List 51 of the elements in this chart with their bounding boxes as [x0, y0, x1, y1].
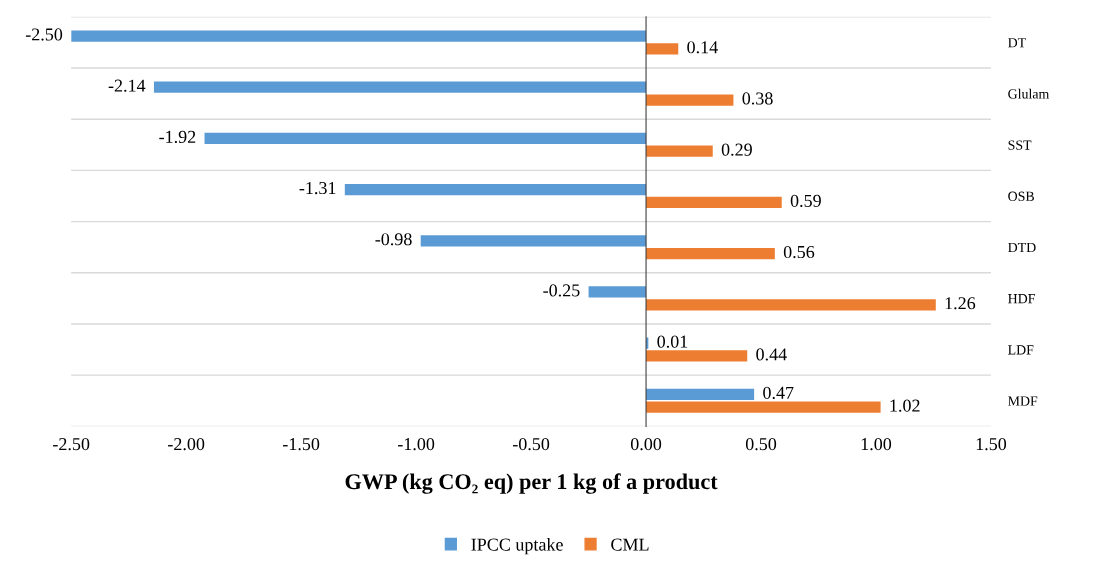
data-label: 1.02 — [890, 399, 920, 412]
bar — [153, 81, 647, 93]
data-label: 0.29 — [721, 143, 752, 156]
x-tick-label: 1.50 — [976, 437, 1007, 451]
data-label: -2.50 — [25, 28, 63, 41]
data-label: 0.47 — [763, 386, 794, 399]
data-label: 0.14 — [687, 41, 718, 54]
bar — [646, 94, 734, 106]
bar — [646, 247, 775, 260]
y-tick-label: OSB — [1008, 191, 1034, 201]
data-label: 0.56 — [783, 245, 815, 259]
y-tick-label: LDF — [1008, 345, 1034, 355]
x-tick-label: -1.50 — [282, 437, 320, 451]
bar — [420, 235, 647, 247]
y-tick-label: MDF — [1008, 396, 1038, 406]
legend-label: IPCC uptake — [471, 537, 563, 555]
data-label: -1.31 — [299, 181, 336, 195]
bar — [646, 388, 755, 400]
data-label: 0.38 — [742, 92, 773, 105]
bar — [646, 401, 881, 413]
x-tick-label: -2.50 — [53, 437, 90, 451]
x-tick-label: 1.00 — [861, 437, 892, 451]
y-tick-label: DT — [1008, 38, 1026, 48]
x-tick-label: 0.00 — [630, 437, 662, 451]
bar — [646, 43, 679, 55]
data-label: -0.25 — [543, 284, 580, 297]
bar — [646, 299, 936, 311]
bar — [646, 145, 713, 157]
legend-label: CML — [611, 538, 649, 551]
x-tick-label: -1.00 — [397, 437, 435, 451]
data-label: -2.14 — [108, 79, 146, 92]
y-tick-label: SST — [1008, 140, 1032, 150]
data-label: 0.59 — [790, 194, 821, 207]
bar — [204, 132, 647, 145]
data-label: 1.26 — [945, 297, 976, 310]
x-tick-label: -2.00 — [168, 437, 205, 451]
data-label: 0.44 — [756, 348, 787, 361]
x-tick-label: -0.50 — [512, 437, 550, 451]
bar — [646, 350, 748, 362]
x-tick-label: 0.50 — [745, 437, 777, 451]
data-label: -0.98 — [375, 233, 412, 246]
bar — [588, 286, 647, 298]
data-label: 0.01 — [657, 335, 688, 348]
bar — [646, 196, 782, 209]
data-label: -1.92 — [159, 130, 196, 144]
bar — [344, 183, 647, 196]
y-tick-label: DTD — [1008, 242, 1036, 253]
bar — [71, 30, 647, 42]
y-tick-label: HDF — [1008, 294, 1035, 304]
y-tick-label: Glulam — [1008, 88, 1050, 99]
x-axis-title: GWP (kg CO₂ eq) per 1 kg of a product — [345, 473, 718, 494]
